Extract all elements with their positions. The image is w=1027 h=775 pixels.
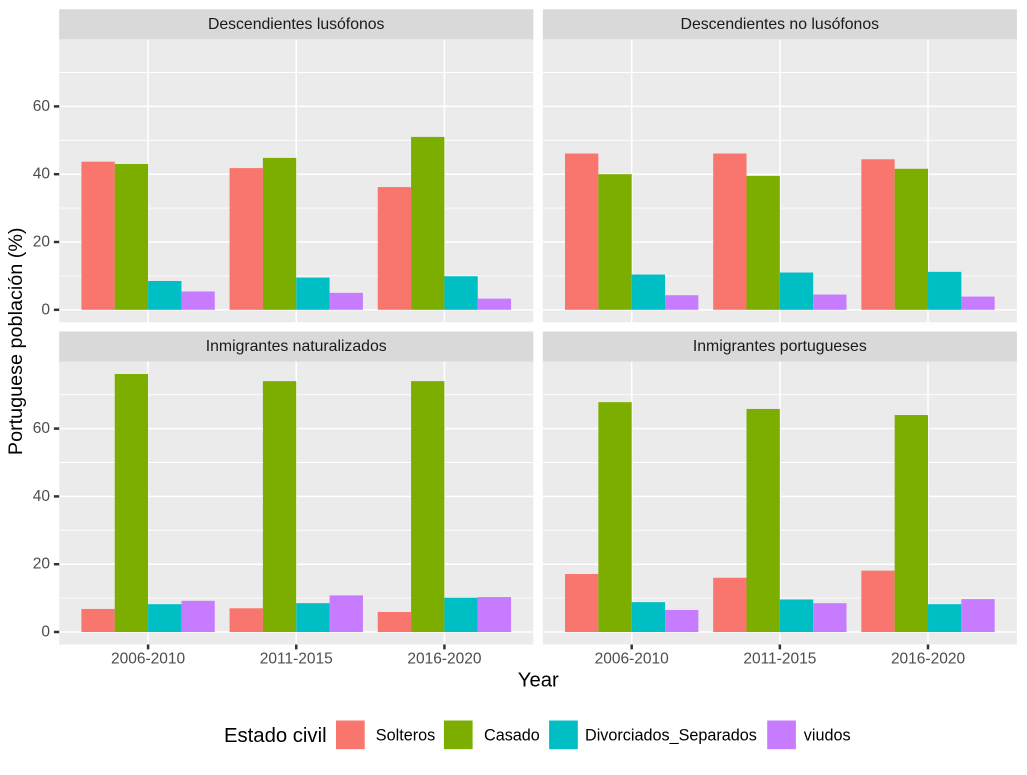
svg-text:20: 20 xyxy=(33,234,51,251)
svg-text:Inmigrantes naturalizados: Inmigrantes naturalizados xyxy=(206,338,387,355)
svg-text:Descendientes no lusófonos: Descendientes no lusófonos xyxy=(681,16,880,33)
svg-text:viudos: viudos xyxy=(804,726,851,744)
svg-text:Solteros: Solteros xyxy=(376,726,435,744)
svg-text:Inmigrantes portugueses: Inmigrantes portugueses xyxy=(693,338,867,355)
svg-text:2016-2020: 2016-2020 xyxy=(891,651,966,668)
svg-text:2016-2020: 2016-2020 xyxy=(407,651,482,668)
svg-text:Estado civil: Estado civil xyxy=(224,725,327,747)
svg-text:2011-2015: 2011-2015 xyxy=(260,651,333,668)
svg-text:20: 20 xyxy=(33,556,51,573)
svg-text:2006-2010: 2006-2010 xyxy=(595,651,670,668)
svg-text:0: 0 xyxy=(41,624,50,641)
svg-text:0: 0 xyxy=(41,301,50,318)
svg-text:2011-2015: 2011-2015 xyxy=(743,651,816,668)
svg-text:Year: Year xyxy=(518,669,559,691)
svg-text:Divorciados_Separados: Divorciados_Separados xyxy=(585,726,757,744)
svg-text:40: 40 xyxy=(33,166,51,183)
svg-text:40: 40 xyxy=(33,488,51,505)
svg-text:2006-2010: 2006-2010 xyxy=(111,651,186,668)
svg-text:60: 60 xyxy=(33,420,51,437)
svg-text:Casado: Casado xyxy=(484,726,540,744)
svg-text:Descendientes lusófonos: Descendientes lusófonos xyxy=(208,16,385,33)
svg-text:Portuguese población (%): Portuguese población (%) xyxy=(5,227,27,455)
svg-text:60: 60 xyxy=(33,98,51,115)
